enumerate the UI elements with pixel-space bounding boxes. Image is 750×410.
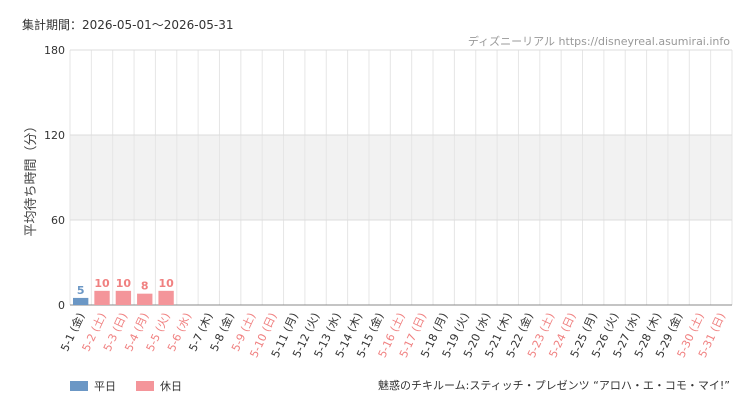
bar bbox=[115, 290, 132, 305]
y-tick-label: 180 bbox=[44, 44, 65, 57]
source-credit: ディズニーリアル https://disneyreal.asumirai.inf… bbox=[467, 35, 730, 48]
y-tick-label: 120 bbox=[44, 129, 65, 142]
legend-holiday-swatch bbox=[136, 381, 154, 391]
legend-weekday: 平日 bbox=[70, 378, 116, 394]
bar bbox=[158, 290, 174, 305]
legend-weekday-swatch bbox=[70, 381, 88, 391]
period-label: 集計期間：2026-05-01〜2026-05-31 bbox=[22, 18, 234, 32]
bar-value-label: 10 bbox=[116, 277, 132, 290]
legend-holiday-label: 休日 bbox=[160, 380, 182, 393]
y-tick-label: 60 bbox=[51, 214, 65, 227]
legend-holiday: 休日 bbox=[136, 378, 182, 394]
bar bbox=[73, 297, 89, 305]
bar-value-label: 10 bbox=[158, 277, 174, 290]
attraction-name: 魅惑のチキルーム:スティッチ・プレゼンツ “アロハ・エ・コモ・マイ!” bbox=[377, 379, 730, 392]
band-60-120 bbox=[70, 135, 732, 220]
bar-value-label: 5 bbox=[77, 284, 85, 297]
legend-weekday-label: 平日 bbox=[94, 380, 116, 393]
bar bbox=[94, 290, 110, 305]
bar-value-label: 8 bbox=[141, 280, 149, 293]
bar bbox=[137, 293, 153, 305]
y-tick-label: 0 bbox=[58, 299, 65, 312]
bar-value-label: 10 bbox=[94, 277, 110, 290]
y-axis-label: 平均待ち時間（分） bbox=[24, 119, 39, 236]
